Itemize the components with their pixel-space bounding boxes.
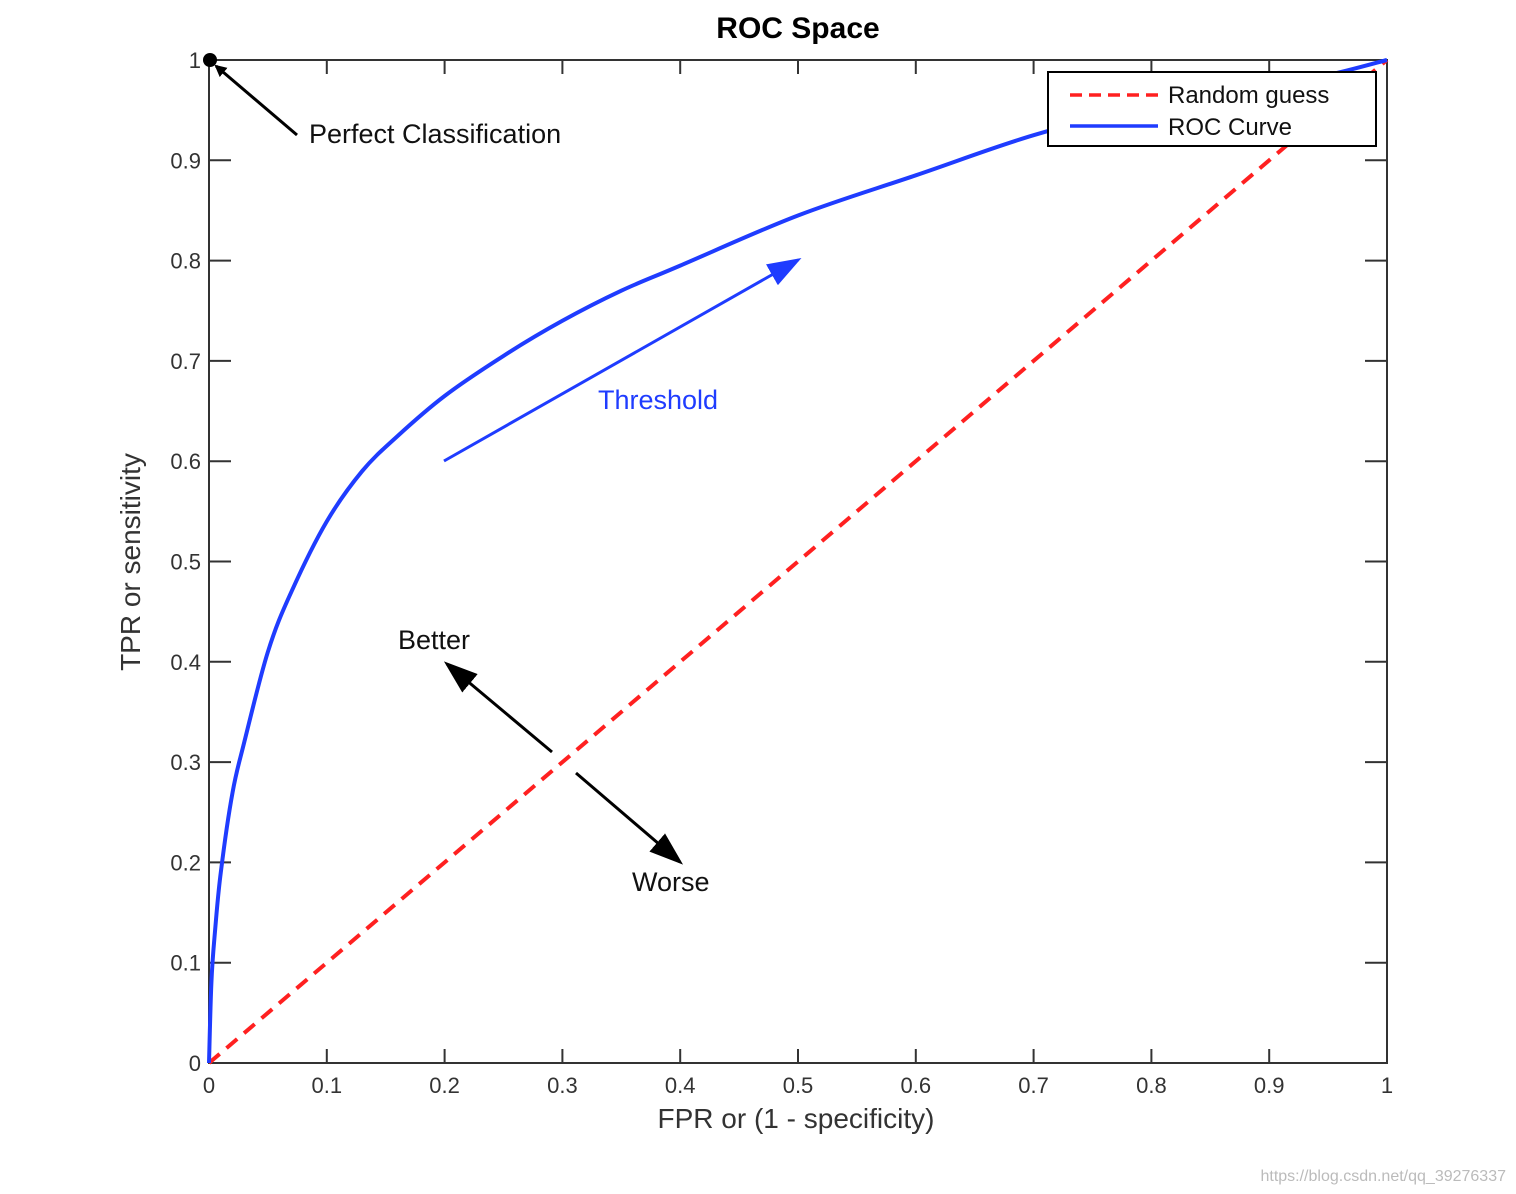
- worse-arrow: [575, 771, 684, 865]
- perfect-classification-point: [203, 53, 217, 67]
- plot-frame: [208, 59, 1388, 1064]
- perfect-classification-arrow: [214, 64, 298, 137]
- x-tick-label: 0: [203, 1073, 215, 1098]
- x-tick-label: 0.2: [429, 1073, 460, 1098]
- y-tick-label: 0.8: [170, 249, 201, 274]
- x-tick-label: 0.3: [547, 1073, 578, 1098]
- y-tick-label: 0.3: [170, 750, 201, 775]
- x-tick-label: 1: [1381, 1073, 1393, 1098]
- y-tick-label: 0.5: [170, 550, 201, 575]
- y-tick-label: 0.1: [170, 951, 201, 976]
- y-tick-label: 0.2: [170, 850, 201, 875]
- y-tick-label: 0.6: [170, 449, 201, 474]
- x-tick-label: 0.5: [783, 1073, 814, 1098]
- x-tick-label: 0.9: [1254, 1073, 1285, 1098]
- y-tick-label: 0.7: [170, 349, 201, 374]
- legend-box: [1047, 71, 1377, 147]
- y-tick-label: 0: [189, 1051, 201, 1076]
- x-tick-label: 0.7: [1018, 1073, 1049, 1098]
- better-label: Better: [398, 625, 470, 655]
- x-tick-label: 0.4: [665, 1073, 696, 1098]
- x-tick-label: 0.8: [1136, 1073, 1167, 1098]
- chart-title: ROC Space: [716, 12, 879, 45]
- x-tick-label: 0.1: [312, 1073, 343, 1098]
- legend-label-roc-curve: ROC Curve: [1168, 114, 1292, 141]
- threshold-label: Threshold: [598, 385, 718, 415]
- y-tick-label: 0.9: [170, 148, 201, 173]
- y-axis-label: TPR or sensitivity: [115, 453, 146, 671]
- perfect-classification-label: Perfect Classification: [309, 119, 561, 149]
- y-tick-label: 0.4: [170, 650, 201, 675]
- x-axis-label: FPR or (1 - specificity): [658, 1103, 935, 1134]
- series-layer: [207, 58, 1389, 1065]
- threshold-arrow: [443, 258, 802, 463]
- axis-tick-labels: 0 0.1 0.2 0.3 0.4 0.5 0.6 0.7 0.8 0.9 1 0 0.1 0.2 0.3 0…: [170, 48, 1393, 1098]
- worse-label: Worse: [632, 867, 710, 897]
- legend: Random guess ROC Curve: [1047, 71, 1377, 147]
- better-arrow: [443, 661, 553, 754]
- series-random-guess: [207, 58, 1389, 1065]
- x-tick-label: 0.6: [901, 1073, 932, 1098]
- y-tick-label: 1: [189, 48, 201, 73]
- legend-label-random-guess: Random guess: [1168, 82, 1329, 109]
- watermark: https://blog.csdn.net/qq_39276337: [1260, 1168, 1506, 1185]
